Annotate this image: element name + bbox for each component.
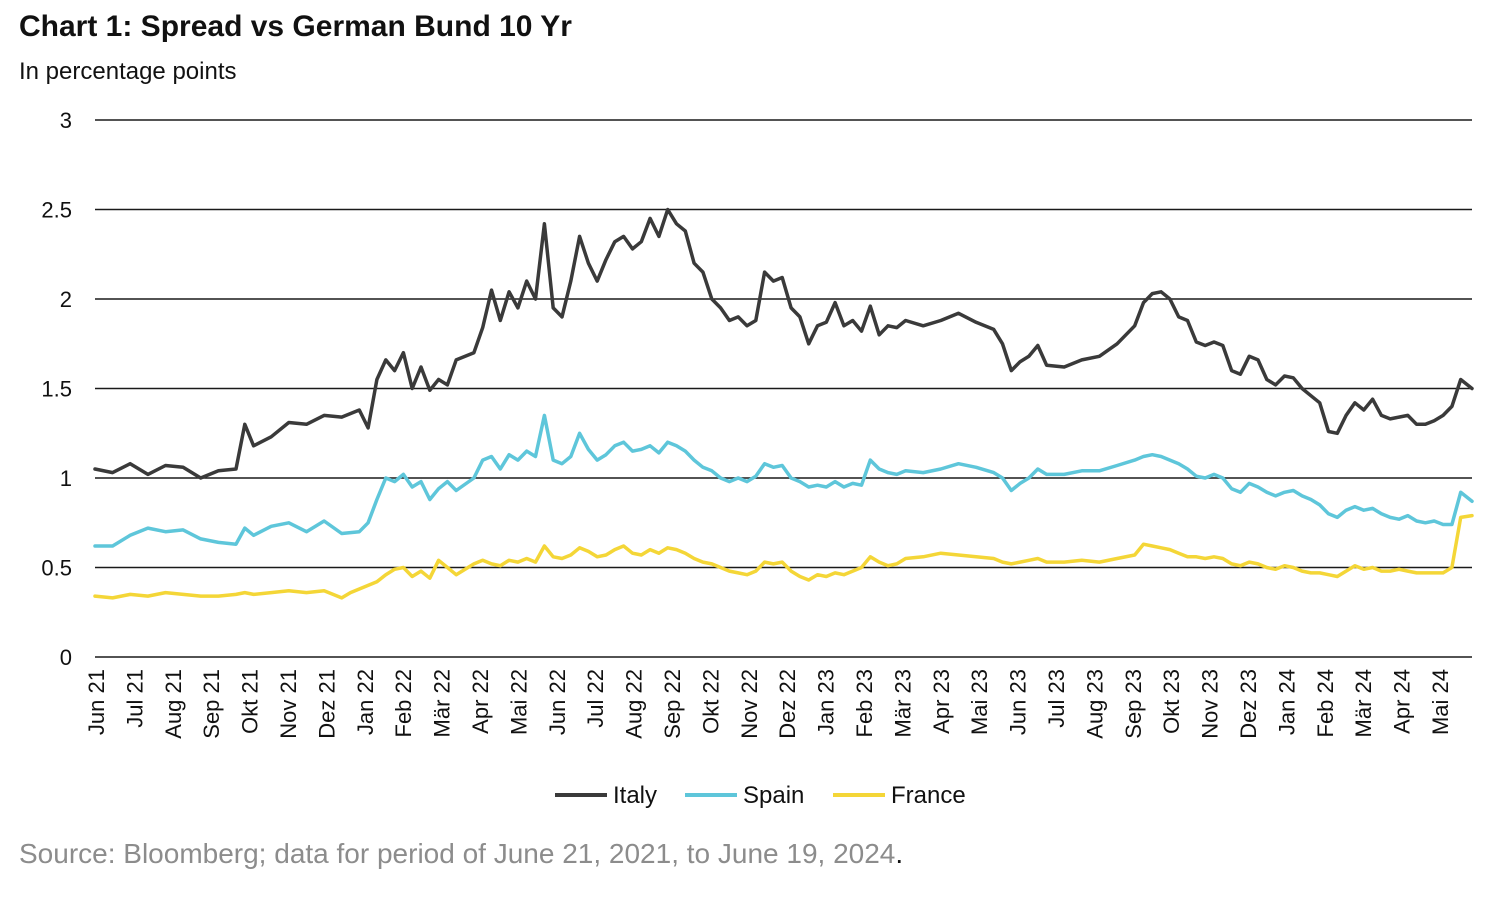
y-tick-label: 2.5 <box>41 198 72 223</box>
x-tick-label: Apr 24 <box>1390 669 1415 734</box>
x-tick-label: Dez 22 <box>775 669 800 739</box>
y-tick-label: 1.5 <box>41 377 72 402</box>
y-tick-label: 0 <box>60 645 72 670</box>
x-tick-label: Jul 21 <box>122 669 147 728</box>
x-tick-label: Dez 21 <box>314 669 339 739</box>
x-tick-label: Mär 23 <box>890 669 915 737</box>
x-tick-label: Jan 22 <box>353 669 378 735</box>
series-line-spain <box>93 413 1474 548</box>
series-lines <box>93 207 1474 600</box>
x-tick-label: Dez 23 <box>1236 669 1261 739</box>
x-tick-label: Sep 23 <box>1121 669 1146 739</box>
gridlines <box>95 119 1472 658</box>
series-line-italy <box>93 207 1474 480</box>
y-tick-label: 1 <box>60 466 72 491</box>
x-tick-label: Mär 22 <box>430 669 455 737</box>
x-tick-label: Feb 24 <box>1313 669 1338 738</box>
legend-label-spain: Spain <box>743 782 804 809</box>
x-tick-label: Mai 22 <box>506 669 531 735</box>
x-axis-ticks: Jun 21 Jul 21 Aug 21 Sep 21 Okt 21 Nov 21 Dez … <box>84 669 1453 739</box>
x-tick-label: Nov 22 <box>737 669 762 739</box>
line-chart: 0 0.5 1 1.5 2 2.5 3 Jun 21 Jul 21 Aug 21 Sep 21 Ok… <box>41 108 1474 809</box>
y-tick-label: 0.5 <box>41 556 72 581</box>
legend-label-france: France <box>891 782 966 809</box>
x-tick-label: Nov 21 <box>276 669 301 739</box>
x-tick-label: Apr 23 <box>929 669 954 734</box>
x-tick-label: Jun 22 <box>545 669 570 735</box>
y-tick-label: 2 <box>60 287 72 312</box>
x-tick-label: Aug 22 <box>622 669 647 739</box>
chart-title: Chart 1: Spread vs German Bund 10 Yr <box>19 10 572 43</box>
x-tick-label: Feb 23 <box>852 669 877 738</box>
y-axis-ticks: 0 0.5 1 1.5 2 2.5 3 <box>41 108 72 670</box>
source-end: . <box>895 838 904 869</box>
chart-subtitle: In percentage points <box>19 58 237 85</box>
x-tick-label: Aug 23 <box>1082 669 1107 739</box>
legend-label-italy: Italy <box>613 782 657 809</box>
x-tick-label: Sep 22 <box>660 669 685 739</box>
series-line-france <box>93 513 1474 600</box>
x-tick-label: Jun 21 <box>84 669 109 735</box>
x-tick-label: Nov 23 <box>1198 669 1223 739</box>
x-tick-label: Mai 23 <box>967 669 992 735</box>
x-tick-label: Aug 21 <box>161 669 186 739</box>
x-tick-label: Jul 23 <box>1044 669 1069 728</box>
source-text: Source: Bloomberg; data for period of Ju… <box>19 838 896 869</box>
x-tick-label: Mai 24 <box>1428 669 1453 735</box>
x-tick-label: Apr 22 <box>468 669 493 734</box>
y-tick-label: 3 <box>60 108 72 133</box>
x-tick-label: Jan 24 <box>1274 669 1299 735</box>
source-note: Source: Bloomberg; data for period of Ju… <box>19 838 903 870</box>
x-tick-label: Okt 21 <box>238 669 263 734</box>
x-tick-label: Jul 22 <box>583 669 608 728</box>
x-tick-label: Okt 22 <box>698 669 723 734</box>
x-tick-label: Okt 23 <box>1159 669 1184 734</box>
legend: Italy Spain France <box>555 782 966 809</box>
x-tick-label: Feb 22 <box>391 669 416 738</box>
x-tick-label: Jun 23 <box>1006 669 1031 735</box>
x-tick-label: Mär 24 <box>1351 669 1376 737</box>
x-tick-label: Jan 23 <box>814 669 839 735</box>
x-tick-label: Sep 21 <box>199 669 224 739</box>
